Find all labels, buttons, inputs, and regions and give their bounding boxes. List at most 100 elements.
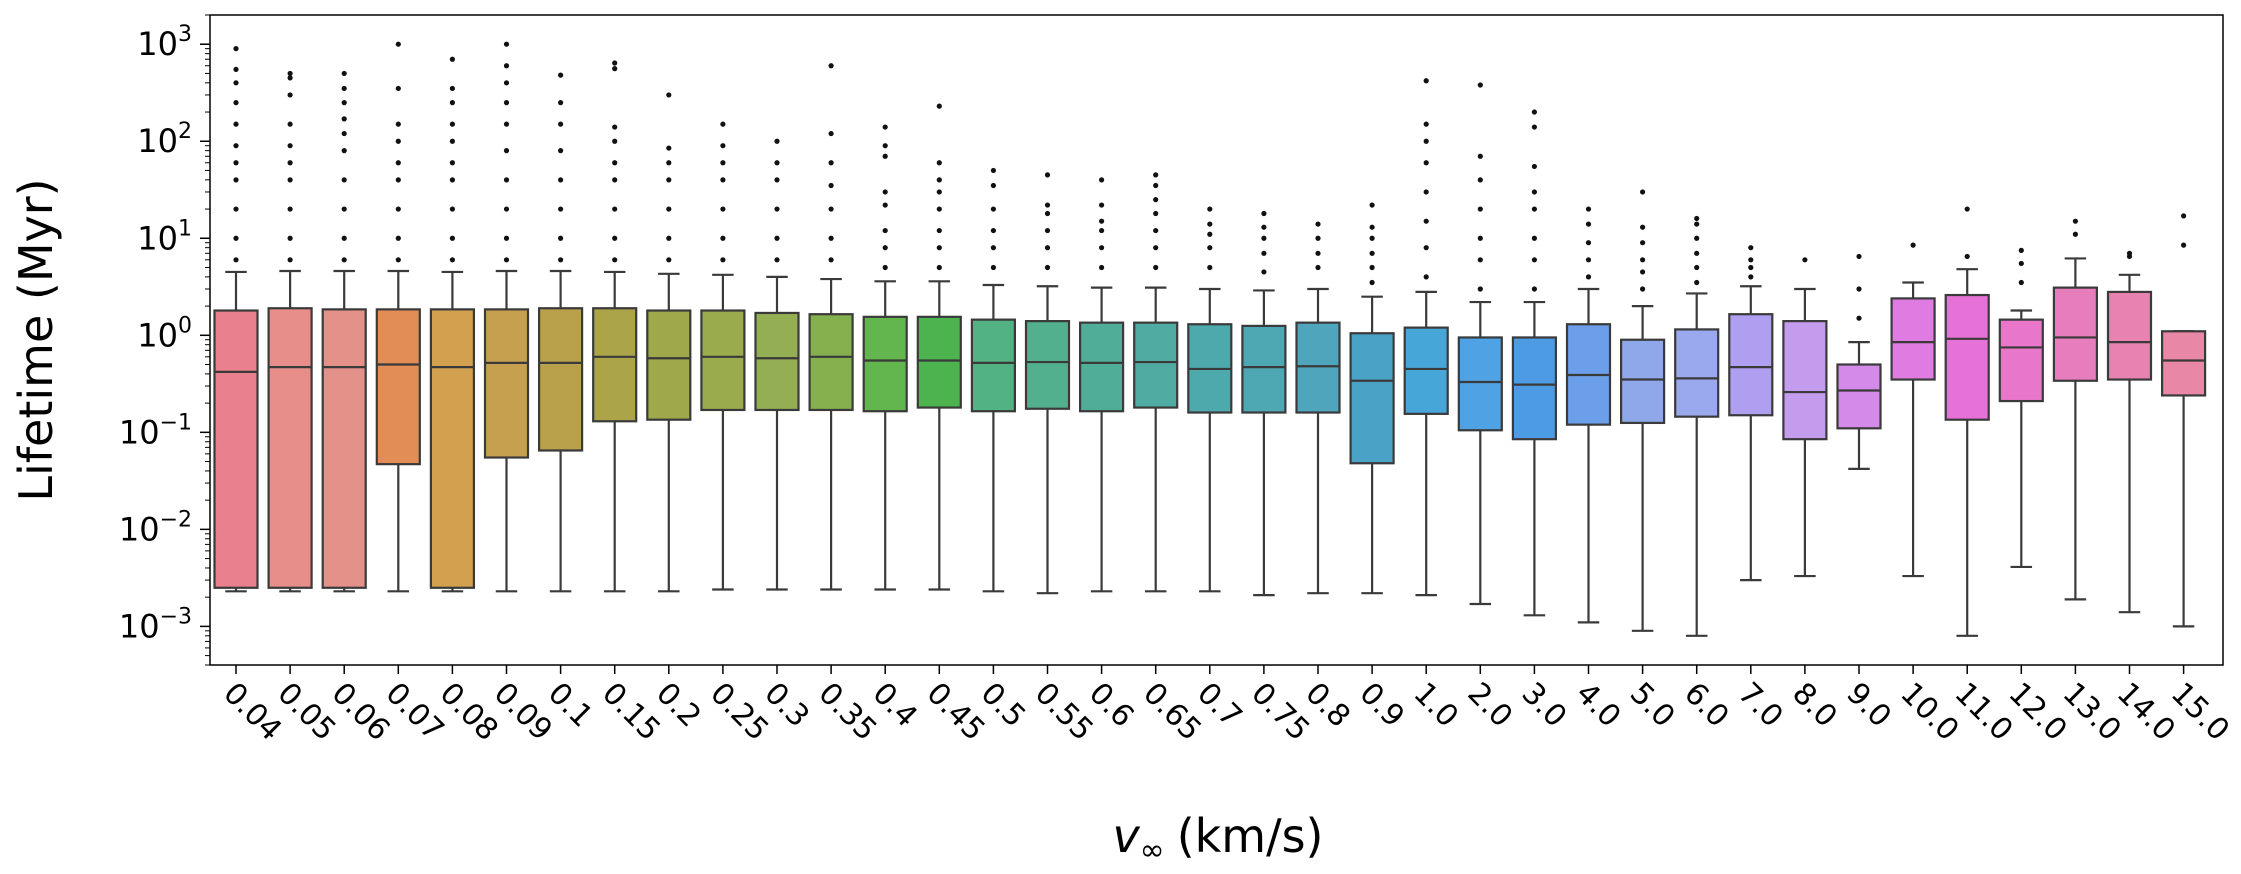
flier-point <box>1531 109 1537 115</box>
flier-point <box>287 257 293 263</box>
x-tick-label: 0.35 <box>811 676 883 748</box>
box-iqr <box>754 311 800 412</box>
flier-point <box>1748 257 1754 263</box>
flier-point <box>449 56 455 62</box>
flier-point <box>1044 245 1051 251</box>
flier-point <box>612 124 618 130</box>
box-iqr <box>1944 293 1990 421</box>
flier-point <box>449 121 455 127</box>
box-iqr <box>862 315 908 413</box>
flier-point <box>1099 264 1105 271</box>
box-iqr <box>375 308 421 466</box>
x-tick-label: 2.0 <box>1461 676 1519 734</box>
box-iqr <box>321 308 367 589</box>
flier-point <box>882 143 888 149</box>
flier-point <box>1044 210 1051 217</box>
flier-point <box>990 182 997 189</box>
box-group <box>537 72 584 593</box>
flier-point <box>1694 221 1700 227</box>
boxes-layer <box>213 41 2207 637</box>
flier-point <box>612 66 618 72</box>
flier-point <box>341 257 347 263</box>
flier-point <box>1261 235 1267 241</box>
box-group <box>1728 245 1774 582</box>
flier-point <box>1153 172 1159 178</box>
flier-point <box>503 257 510 263</box>
flier-point <box>1315 264 1321 271</box>
box-group <box>1511 109 1558 617</box>
flier-point <box>395 160 401 166</box>
flier-point <box>774 206 780 212</box>
flier-point <box>287 177 293 183</box>
x-tick-label: 9.0 <box>1839 676 1897 734</box>
flier-point <box>233 66 239 73</box>
y-axis: 10−3 10−2 10−1 100 101 102 103 <box>119 14 210 666</box>
flier-point <box>720 143 726 149</box>
box-group <box>1674 215 1720 637</box>
flier-point <box>936 160 942 166</box>
box-iqr <box>1295 321 1341 414</box>
flier-point <box>1964 253 1970 260</box>
flier-point <box>2072 218 2078 224</box>
flier-point <box>1099 227 1105 234</box>
flier-point <box>503 121 510 127</box>
flier-point <box>1099 245 1105 251</box>
flier-point <box>1207 245 1213 251</box>
flier-point <box>1531 206 1537 212</box>
x-tick-label: 3.0 <box>1515 676 1573 734</box>
flier-point <box>233 100 239 106</box>
flier-point <box>666 206 672 212</box>
flier-point <box>666 235 672 241</box>
box-iqr <box>916 315 962 409</box>
flier-point <box>936 103 942 109</box>
flier-point <box>612 206 618 212</box>
flier-point <box>1369 250 1375 256</box>
plot-frame <box>209 14 2224 666</box>
flier-point <box>558 235 564 241</box>
flier-point <box>395 206 401 212</box>
flier-point <box>233 46 239 52</box>
box-group <box>1890 242 1936 578</box>
flier-point <box>1369 264 1375 271</box>
flier-point <box>558 148 564 154</box>
box-group <box>2106 250 2153 614</box>
y-tick-label: 100 <box>137 313 192 354</box>
flier-point <box>828 130 834 137</box>
flier-point <box>828 257 834 263</box>
y-tick-label: 10−2 <box>119 507 192 548</box>
box-group <box>916 103 962 591</box>
flier-point <box>503 206 510 212</box>
flier-point <box>287 92 293 98</box>
flier-point <box>1044 264 1051 271</box>
flier-point <box>882 264 888 271</box>
flier-point <box>1477 177 1483 183</box>
flier-point <box>1099 218 1105 224</box>
flier-point <box>720 177 726 183</box>
box-iqr <box>1078 321 1125 413</box>
y-tick-label: 102 <box>137 119 192 160</box>
flier-point <box>1585 206 1592 212</box>
flier-point <box>774 138 780 144</box>
flier-point <box>1261 210 1267 217</box>
x-tick-label: 0.09 <box>487 676 559 748</box>
x-tick-label: 11.0 <box>1948 676 2020 748</box>
box-iqr <box>646 309 692 421</box>
flier-point <box>882 124 888 130</box>
flier-point <box>1423 121 1429 127</box>
flier-point <box>1694 235 1700 241</box>
flier-point <box>1207 231 1213 237</box>
flier-point <box>882 202 888 208</box>
flier-point <box>1423 274 1429 280</box>
flier-point <box>1531 257 1537 263</box>
box-group <box>429 56 475 593</box>
flier-point <box>503 80 510 86</box>
flier-point <box>1694 279 1700 286</box>
flier-point <box>233 206 239 212</box>
flier-point <box>1694 264 1700 271</box>
box-iqr <box>483 308 530 459</box>
flier-point <box>2181 242 2187 248</box>
flier-point <box>1640 189 1646 195</box>
flier-point <box>1856 315 1862 321</box>
box-group <box>1944 206 1990 637</box>
flier-point <box>936 206 942 212</box>
